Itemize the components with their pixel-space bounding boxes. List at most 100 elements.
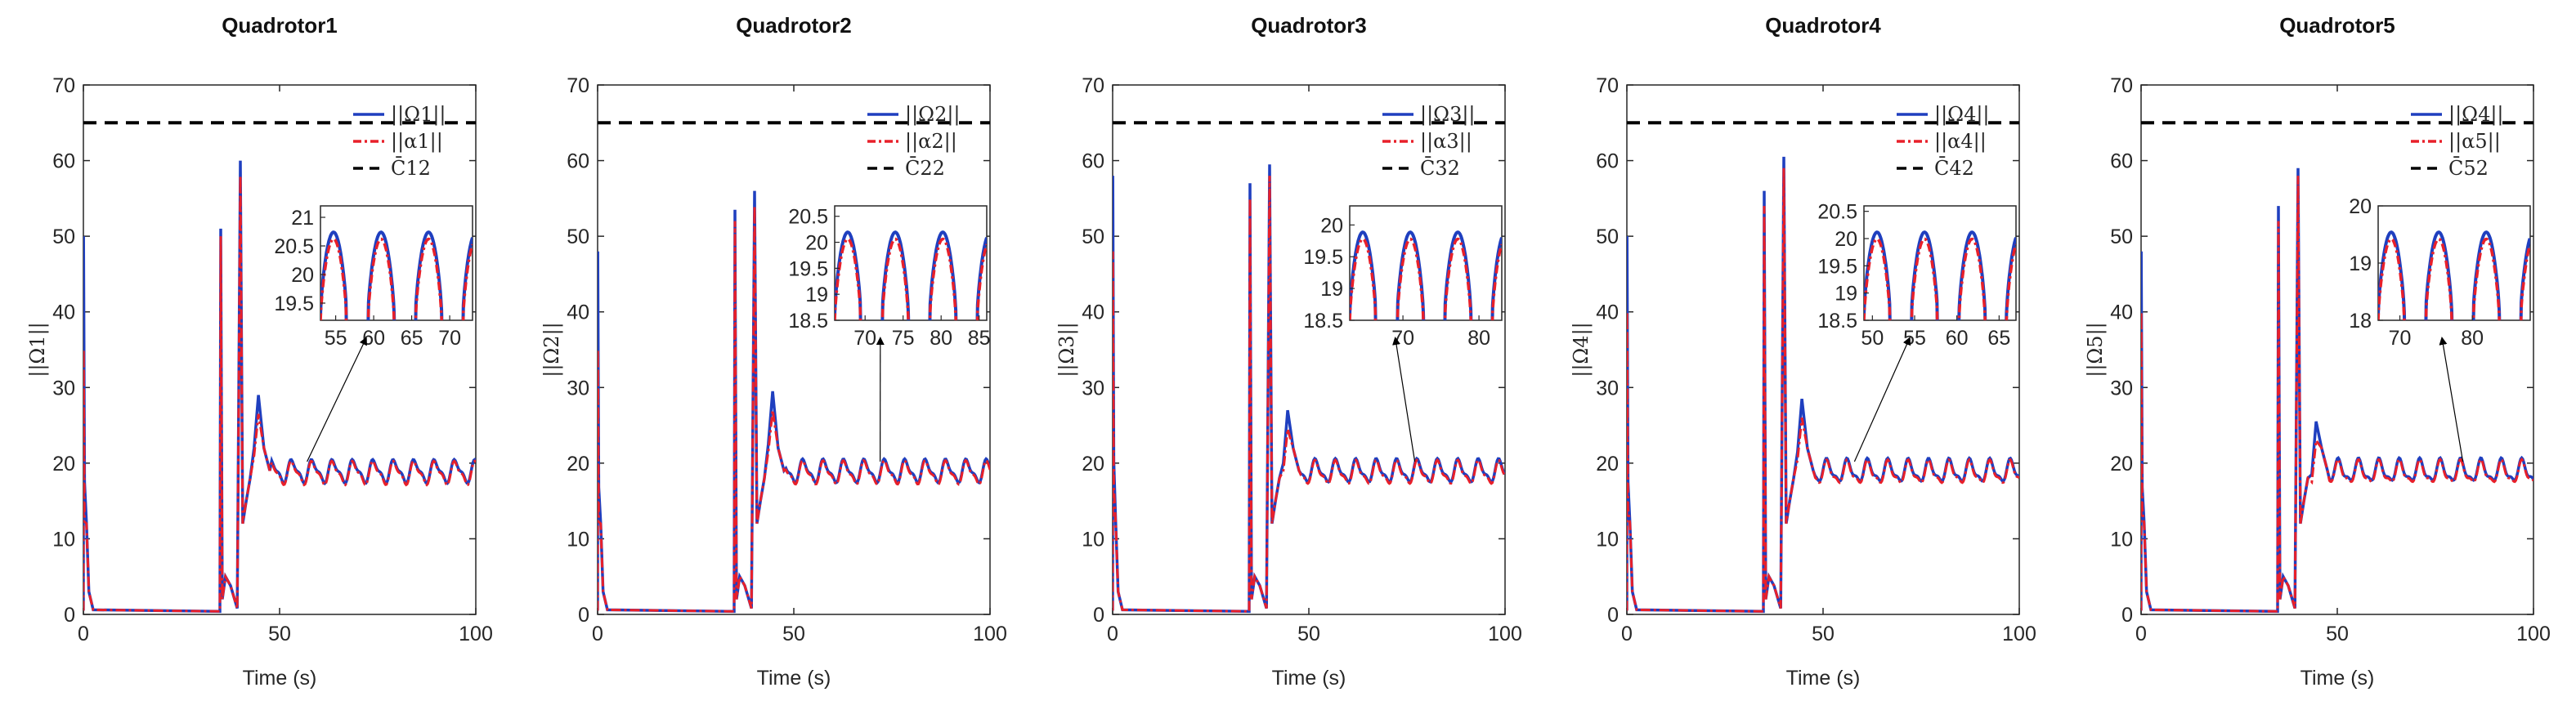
zoom-arrow <box>2439 337 2464 462</box>
legend-label: ||Ω2|| <box>905 103 961 127</box>
y-tick-label: 0 <box>1607 604 1619 627</box>
legend-entry: ||Ω2|| <box>867 103 961 127</box>
legend-entry: ||Ω4|| <box>2411 103 2504 127</box>
y-tick-label: 10 <box>2110 528 2133 551</box>
x-tick-label: 50 <box>782 623 805 645</box>
series-alpha-line <box>83 176 476 613</box>
legend-label: ||α2|| <box>905 130 957 154</box>
inset-omega-line <box>835 230 987 320</box>
y-axis-label: ||Ω1|| <box>26 322 50 377</box>
y-tick-label: 10 <box>567 528 589 551</box>
inset-omega-line <box>1350 230 1502 320</box>
chart-quadrotor3: Quadrotor3 0 10 20 30 40 50 60 70 0 50 100 Time (s) |… <box>1055 13 1522 690</box>
series-omega-line <box>598 190 990 614</box>
series-alpha-line <box>1113 176 1505 613</box>
inset-y-tick-label: 20 <box>291 264 314 287</box>
legend-entry: C̄52 <box>2411 157 2489 180</box>
x-tick-label: 0 <box>78 623 89 645</box>
x-tick-label: 100 <box>1488 623 1522 645</box>
chart-quadrotor4: Quadrotor4 0 10 20 30 40 50 60 70 0 50 100 Time (s) |… <box>1570 13 2036 690</box>
legend-entry: ||α4|| <box>1897 130 1987 154</box>
inset-y-tick-label: 19.5 <box>274 292 314 315</box>
inset-x-tick-label: 70 <box>853 327 876 350</box>
inset-omega-line <box>320 230 473 320</box>
y-tick-label: 50 <box>1596 226 1619 248</box>
y-tick-label: 30 <box>52 377 75 400</box>
inset-y-tick-label: 19.5 <box>1303 246 1343 269</box>
x-axis-label: Time (s) <box>1272 667 1346 690</box>
inset-y-tick-label: 19 <box>1835 283 1857 306</box>
y-tick-label: 0 <box>578 604 589 627</box>
inset-y-tick-label: 20.5 <box>1817 201 1857 224</box>
y-tick-label: 50 <box>52 226 75 248</box>
chart-quadrotor2: Quadrotor2 0 10 20 30 40 50 60 70 0 50 100 Time (s) |… <box>540 13 1007 690</box>
inset-y-tick-label: 19 <box>1320 278 1343 301</box>
legend-label: ||α4|| <box>1934 130 1987 154</box>
chart-quadrotor5: Quadrotor5 0 10 20 30 40 50 60 70 0 50 100 Time (s) |… <box>2084 13 2551 690</box>
y-tick-label: 0 <box>64 604 75 627</box>
inset-x-tick-label: 60 <box>1946 327 1969 350</box>
inset-y-tick-label: 18.5 <box>1817 310 1857 333</box>
legend-entry: ||α2|| <box>867 130 957 154</box>
inset-x-tick-label: 80 <box>930 327 952 350</box>
y-tick-label: 20 <box>2110 453 2133 476</box>
inset-x-tick-label: 70 <box>1391 327 1414 350</box>
y-tick-label: 20 <box>1082 453 1104 476</box>
x-tick-label: 0 <box>2135 623 2147 645</box>
inset-x-tick-label: 50 <box>1861 327 1884 350</box>
y-tick-label: 20 <box>1596 453 1619 476</box>
legend-label: C̄32 <box>1420 157 1460 180</box>
y-tick-label: 60 <box>52 150 75 173</box>
legend-entry: C̄42 <box>1897 157 1974 180</box>
y-axis-label: ||Ω4|| <box>1570 322 1593 377</box>
inset-y-tick-label: 19.5 <box>1817 255 1857 278</box>
y-tick-label: 70 <box>567 74 589 97</box>
y-tick-label: 40 <box>2110 301 2133 324</box>
legend-label: ||α1|| <box>391 130 443 154</box>
inset-x-tick-label: 75 <box>892 327 915 350</box>
chart-title: Quadrotor2 <box>736 13 852 38</box>
x-tick-label: 50 <box>268 623 291 645</box>
chart-title: Quadrotor3 <box>1251 13 1367 38</box>
x-tick-label: 100 <box>973 623 1007 645</box>
x-axis-label: Time (s) <box>2300 667 2375 690</box>
legend-label: ||α5|| <box>2448 130 2501 154</box>
y-tick-label: 40 <box>52 301 75 324</box>
y-tick-label: 40 <box>567 301 589 324</box>
legend-label: ||Ω4|| <box>2448 103 2504 127</box>
inset-zoom: 18.5 19 19.520 20.5 70 75 80 85 <box>788 205 991 350</box>
y-tick-label: 70 <box>1082 74 1104 97</box>
inset-x-tick-label: 65 <box>1987 327 2010 350</box>
inset-y-tick-label: 21 <box>291 207 314 230</box>
x-tick-label: 0 <box>1107 623 1118 645</box>
x-tick-label: 0 <box>1621 623 1633 645</box>
y-tick-label: 70 <box>1596 74 1619 97</box>
inset-x-tick-label: 70 <box>2389 327 2412 350</box>
inset-y-tick-label: 20.5 <box>788 206 828 229</box>
y-tick-label: 30 <box>1082 377 1104 400</box>
legend-label: ||Ω4|| <box>1934 103 1990 127</box>
inset-x-tick-label: 55 <box>325 327 347 350</box>
y-axis-label: ||Ω2|| <box>540 322 564 377</box>
series-omega-line <box>1627 156 2019 614</box>
legend-label: C̄22 <box>905 157 945 180</box>
inset-x-tick-label: 80 <box>1467 327 1490 350</box>
legend-label: ||α3|| <box>1420 130 1472 154</box>
y-tick-label: 70 <box>2110 74 2133 97</box>
y-tick-label: 20 <box>567 453 589 476</box>
chart-title: Quadrotor4 <box>1765 13 1881 38</box>
series-alpha-line <box>598 206 990 613</box>
x-axis-label: Time (s) <box>243 667 317 690</box>
chart-title: Quadrotor1 <box>222 13 338 38</box>
y-tick-label: 50 <box>1082 226 1104 248</box>
legend-label: C̄12 <box>391 157 431 180</box>
y-tick-label: 50 <box>567 226 589 248</box>
inset-y-tick-label: 20 <box>1320 214 1343 237</box>
y-tick-label: 40 <box>1596 301 1619 324</box>
inset-x-tick-label: 55 <box>1903 327 1926 350</box>
legend-label: C̄52 <box>2448 157 2489 180</box>
y-tick-label: 30 <box>2110 377 2133 400</box>
y-tick-label: 60 <box>2110 150 2133 173</box>
inset-y-tick-label: 20 <box>805 232 828 255</box>
